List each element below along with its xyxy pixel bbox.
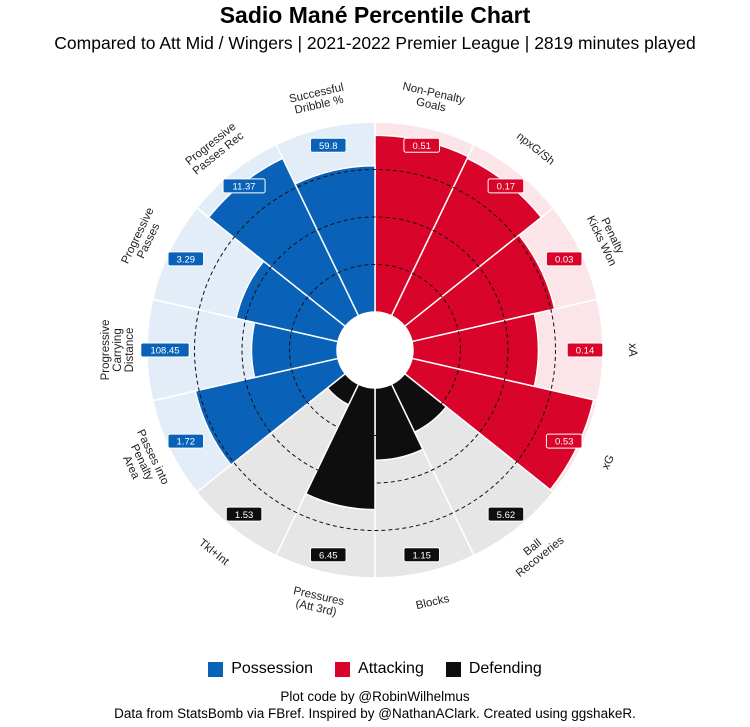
value-badge-passes-into-penalty-area — [167, 433, 205, 449]
value-badge-successful-dribble — [309, 137, 347, 153]
legend-swatch-attacking — [335, 661, 351, 677]
polar-percentile-chart: 0.51 0.17 0.03 0.14 0.53 5.62 1.15 6.45 1.53 1.72… — [100, 81, 638, 620]
value-badge-tkl-int — [225, 506, 263, 522]
legend-item-possession: Possession — [208, 660, 313, 678]
value-badge-pressures-att-3rd — [309, 547, 347, 563]
gridline-75 — [194, 169, 556, 531]
category-label-progressive-carrying-distance: ProgressiveCarryingDistance — [100, 320, 136, 381]
caption-credit: Plot code by @RobinWilhelmus — [280, 689, 470, 704]
value-badge-xa — [566, 342, 604, 358]
value-label-blocks: 1.15 — [412, 550, 431, 561]
legend-label-attacking: Attacking — [358, 660, 424, 677]
value-badge-progressive-passes-rec — [222, 178, 266, 194]
center-hole — [337, 312, 413, 388]
value-label-penalty-kicks-won: 0.03 — [555, 254, 574, 265]
legend-swatch-defending — [445, 661, 461, 677]
value-label-tkl-int: 1.53 — [235, 510, 254, 521]
category-label-pressures-att-3rd: Pressures(Att 3rd) — [289, 585, 345, 620]
category-label-xg: xG — [600, 453, 617, 471]
value-label-non-penalty-goals: 0.51 — [412, 141, 431, 152]
value-label-passes-into-penalty-area: 1.72 — [177, 437, 196, 448]
value-badge-npxg-sh — [487, 178, 525, 194]
value-badge-penalty-kicks-won — [545, 251, 583, 267]
legend-item-attacking: Attacking — [335, 660, 424, 678]
legend-swatch-possession — [208, 661, 224, 677]
caption-source: Data from StatsBomb via FBref. Inspired … — [114, 706, 636, 721]
value-label-progressive-carrying-distance: 108.45 — [150, 346, 179, 357]
gridline-25 — [289, 264, 461, 436]
value-label-successful-dribble: 59.8 — [319, 141, 338, 152]
category-label-npxg-sh: npxG/Sh — [514, 130, 556, 167]
value-badge-progressive-passes — [167, 251, 205, 267]
value-badge-xg — [545, 433, 583, 449]
legend-label-defending: Defending — [468, 660, 542, 677]
category-label-penalty-kicks-won: PenaltyKicks Won — [584, 209, 629, 268]
category-label-successful-dribble: SuccessfulDribble % — [288, 82, 348, 118]
bar-npxg-sh — [390, 157, 543, 328]
value-label-xa: 0.14 — [576, 346, 595, 357]
value-badge-blocks — [403, 547, 441, 563]
value-badge-progressive-carrying-distance — [140, 342, 190, 358]
category-label-blocks: Blocks — [415, 593, 451, 612]
value-label-ball-recoveries: 5.62 — [497, 510, 516, 521]
legend: Possession Attacking Defending — [0, 660, 750, 678]
category-label-non-penalty-goals: Non-PenaltyGoals — [399, 81, 466, 119]
value-label-xg: 0.53 — [555, 437, 574, 448]
value-label-npxg-sh: 0.17 — [497, 181, 516, 192]
value-label-progressive-passes-rec: 11.37 — [233, 181, 256, 192]
value-label-progressive-passes: 3.29 — [177, 254, 196, 265]
legend-item-defending: Defending — [445, 660, 542, 678]
value-label-pressures-att-3rd: 6.45 — [319, 550, 338, 561]
bar-passes-into-penalty-area — [194, 357, 347, 466]
category-label-ball-recoveries: BallRecoveries — [507, 525, 567, 580]
chart-subtitle: Compared to Att Mid / Wingers | 2021-202… — [54, 33, 696, 53]
legend-label-possession: Possession — [231, 660, 314, 677]
value-badge-ball-recoveries — [487, 506, 525, 522]
category-label-xa: xA — [626, 343, 638, 357]
category-label-tkl-int: Tkl+Int — [196, 537, 231, 569]
bar-penalty-kicks-won — [403, 234, 556, 343]
gridline-50 — [241, 216, 509, 484]
category-label-passes-into-penalty-area: Passes intoPenaltyArea — [113, 428, 171, 497]
value-badge-non-penalty-goals — [403, 137, 441, 153]
bar-successful-dribble — [294, 164, 376, 317]
category-label-progressive-passes: ProgressivePasses — [119, 206, 167, 271]
chart-title: Sadio Mané Percentile Chart — [219, 2, 531, 28]
